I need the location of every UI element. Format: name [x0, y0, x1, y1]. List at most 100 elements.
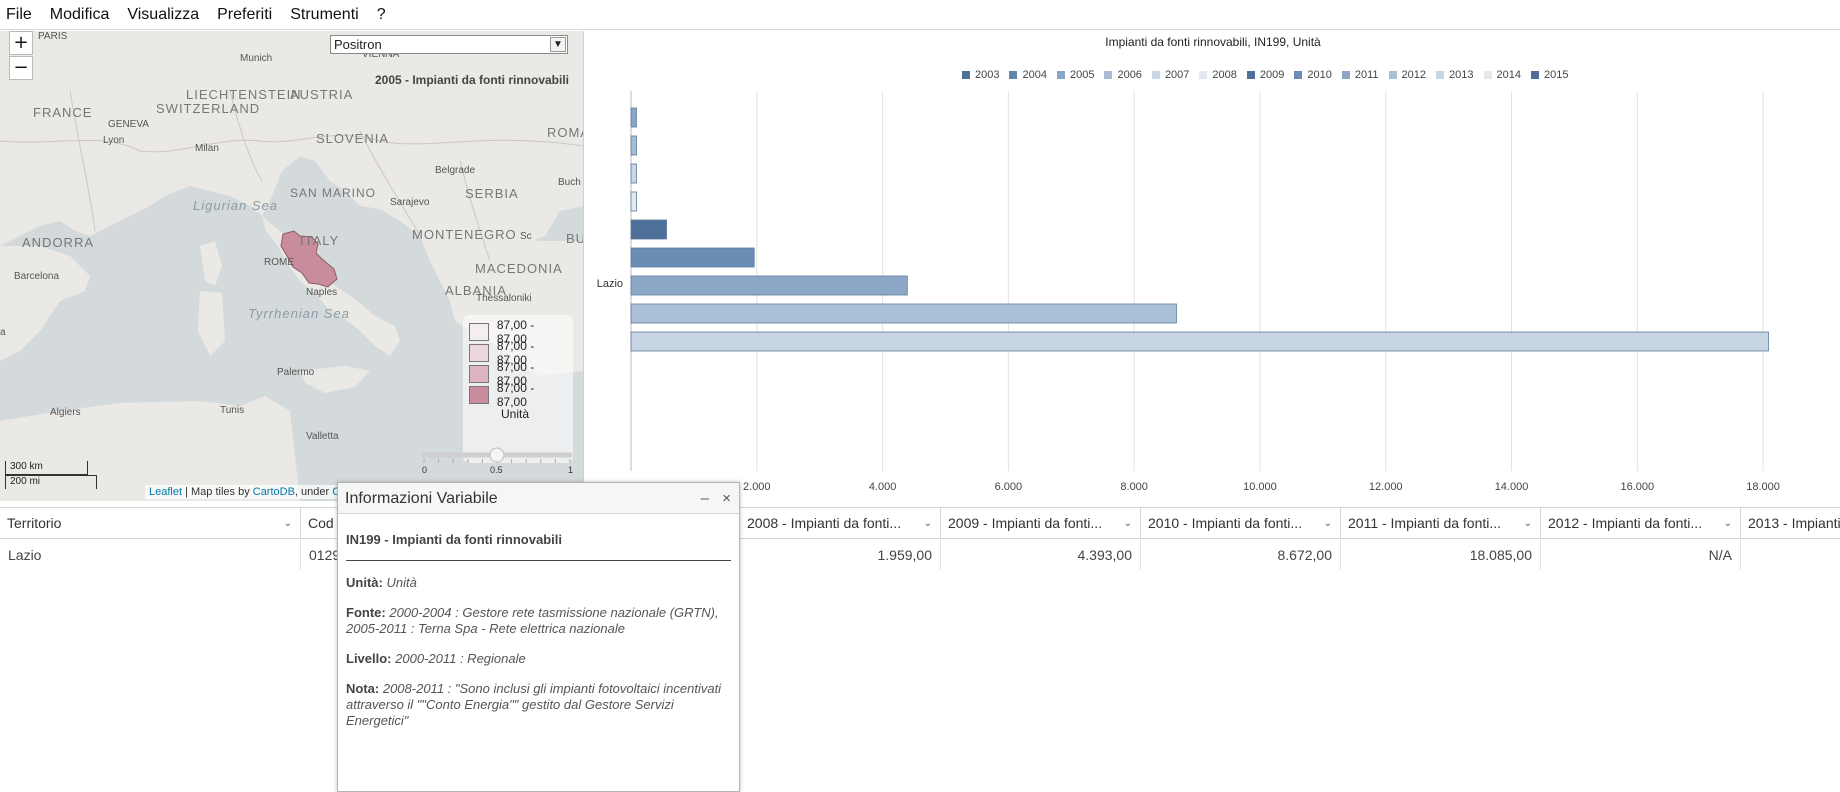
menu-visualizza[interactable]: Visualizza — [127, 5, 200, 23]
map-label-belgrade: Belgrade — [435, 165, 476, 176]
leaflet-link[interactable]: Leaflet — [149, 486, 183, 498]
legend-swatch — [469, 385, 489, 404]
legend-label: 87,00 - 87,00 — [496, 359, 535, 388]
minimize-icon[interactable]: – — [700, 490, 709, 507]
variable-title: IN199 - Impianti da fonti rinnovabili — [346, 532, 562, 547]
map-label-san-marino: SAN MARINO — [290, 186, 375, 200]
unit-paragraph: Unità: Unità — [346, 575, 417, 590]
column-header[interactable]: 2008 - Impianti da fonti... ⌄ — [740, 508, 941, 539]
table-cell: 18.085,00 — [1341, 540, 1541, 570]
legend-item[interactable]: 2014 — [1483, 69, 1521, 81]
chevron-down-icon[interactable]: ⌄ — [1323, 518, 1332, 529]
legend-swatch — [1483, 71, 1492, 79]
map-label-ligurian-sea: Ligurian Sea — [193, 198, 278, 213]
menu-modifica[interactable]: Modifica — [49, 5, 110, 23]
map-label-sc: Sc — [520, 231, 532, 242]
x-tick-label: 14.000 — [1495, 481, 1529, 493]
chevron-down-icon[interactable]: ⌄ — [1123, 518, 1132, 529]
legend-swatch — [1151, 71, 1160, 79]
map-label-palermo: Palermo — [277, 367, 315, 378]
x-tick-label: 12.000 — [1369, 481, 1403, 493]
column-header[interactable]: 2009 - Impianti da fonti... ⌄ — [941, 508, 1141, 539]
info-variable-dialog[interactable]: Informazioni Variabile – × IN199 - Impia… — [337, 482, 740, 792]
attribution-text: | Map tiles by — [182, 486, 253, 498]
divider — [346, 560, 731, 561]
zoom-out-button[interactable]: − — [9, 56, 33, 80]
map-label-switzerland: SWITZERLAND — [156, 101, 261, 116]
scale-mi: 200 mi — [5, 475, 97, 489]
x-tick-label: 18.000 — [1746, 481, 1780, 493]
zoom-in-button[interactable]: + — [9, 31, 33, 55]
cartodb-link[interactable]: CartoDB — [252, 486, 295, 498]
map-label-geneva: GENEVA — [108, 119, 149, 130]
legend-swatch — [1388, 71, 1397, 79]
map-panel[interactable]: PARIS Munich VIENNA FRANCE LIECHTENSTEIN… — [0, 31, 584, 501]
legend-item[interactable]: 2007 — [1151, 69, 1189, 81]
map-label-algiers: Algiers — [50, 407, 81, 418]
slider-min-label: 0 — [422, 465, 427, 475]
legend-swatch — [1294, 71, 1303, 79]
legend-item[interactable]: 2003 — [962, 69, 999, 81]
chevron-down-icon[interactable]: ⌄ — [1723, 518, 1732, 529]
x-tick-label: 6.000 — [995, 481, 1023, 493]
legend-label: 2004 — [1022, 69, 1047, 81]
legend-item[interactable]: 2008 — [1199, 69, 1237, 81]
menu-file[interactable]: File — [6, 5, 32, 23]
close-icon[interactable]: × — [722, 490, 731, 507]
legend-item[interactable]: 2005 — [1056, 69, 1094, 81]
opacity-slider[interactable]: 0 0.5 1 — [420, 443, 580, 487]
bar-2009 — [630, 219, 667, 240]
chart-title: Impianti da fonti rinnovabili, IN199, Un… — [1105, 35, 1321, 49]
basemap-select[interactable]: Positron ▼ — [330, 35, 568, 54]
legend-label: 2012 — [1401, 69, 1427, 81]
legend-label: 2003 — [975, 69, 1000, 81]
legend-item[interactable]: 2013 — [1436, 69, 1474, 81]
map-label-milan: Milan — [195, 143, 219, 154]
legend-label: 2009 — [1259, 69, 1285, 81]
table-cell: N/A — [1541, 540, 1741, 570]
table-cell: 8.672,00 — [1141, 540, 1341, 570]
scale-km: 300 km — [5, 461, 88, 475]
dialog-header[interactable]: Informazioni Variabile – × — [338, 483, 739, 514]
bar-2011 — [630, 275, 908, 296]
chevron-down-icon[interactable]: ⌄ — [923, 518, 932, 529]
map-attribution: Leaflet | Map tiles by CartoDB, under C — [145, 485, 345, 499]
legend-label: 87,00 - 87,00 — [496, 317, 535, 346]
legend-unit: Unità — [501, 407, 530, 421]
map-label-rome: ROME — [264, 257, 294, 268]
legend-item[interactable]: 2011 — [1341, 69, 1379, 81]
bar-2010 — [630, 247, 755, 268]
map-label-naples: Naples — [306, 287, 338, 298]
bar-2007 — [630, 163, 637, 184]
slider-thumb — [489, 447, 505, 463]
bar-2012 — [630, 303, 1177, 324]
legend-label: 2008 — [1212, 69, 1237, 81]
license-link[interactable]: C — [332, 486, 340, 498]
map-label-paris: PARIS — [38, 31, 68, 42]
legend-item[interactable]: 2010 — [1294, 69, 1332, 81]
menu-bar: File Modifica Visualizza Preferiti Strum… — [0, 0, 1840, 30]
map-label-roma: ROMA — [547, 125, 583, 140]
column-header[interactable]: 2010 - Impianti da fonti... ⌄ — [1141, 508, 1341, 539]
menu-preferiti[interactable]: Preferiti — [217, 5, 273, 23]
column-header[interactable]: 2012 - Impianti da fonti... ⌄ — [1541, 508, 1741, 539]
legend-swatch — [1104, 71, 1113, 79]
map-label-barcelona: Barcelona — [14, 271, 60, 282]
legend-item[interactable]: 2006 — [1104, 69, 1142, 81]
column-header[interactable]: 2011 - Impianti da fonti... ⌄ — [1341, 508, 1541, 539]
menu-help[interactable]: ? — [376, 5, 386, 23]
chevron-down-icon[interactable]: ▼ — [550, 37, 566, 52]
legend-item[interactable]: 2009 — [1246, 69, 1285, 81]
chevron-down-icon[interactable]: ⌄ — [1523, 518, 1532, 529]
menu-strumenti[interactable]: Strumenti — [290, 5, 359, 23]
legend-item[interactable]: 2004 — [1009, 69, 1047, 81]
column-header[interactable]: Territorio ⌄ — [0, 508, 301, 539]
legend-label: 2011 — [1354, 69, 1379, 81]
legend-item[interactable]: 2015 — [1530, 69, 1568, 81]
chevron-down-icon[interactable]: ⌄ — [283, 518, 292, 529]
column-header[interactable]: 2013 - Impianti — [1748, 515, 1840, 531]
legend-item[interactable]: 2012 — [1388, 69, 1427, 81]
map-label-bulgaria: BU — [566, 231, 583, 246]
map-label-austria: AUSTRIA — [290, 87, 354, 102]
map-title: 2005 - Impianti da fonti rinnovabili — [374, 73, 569, 87]
